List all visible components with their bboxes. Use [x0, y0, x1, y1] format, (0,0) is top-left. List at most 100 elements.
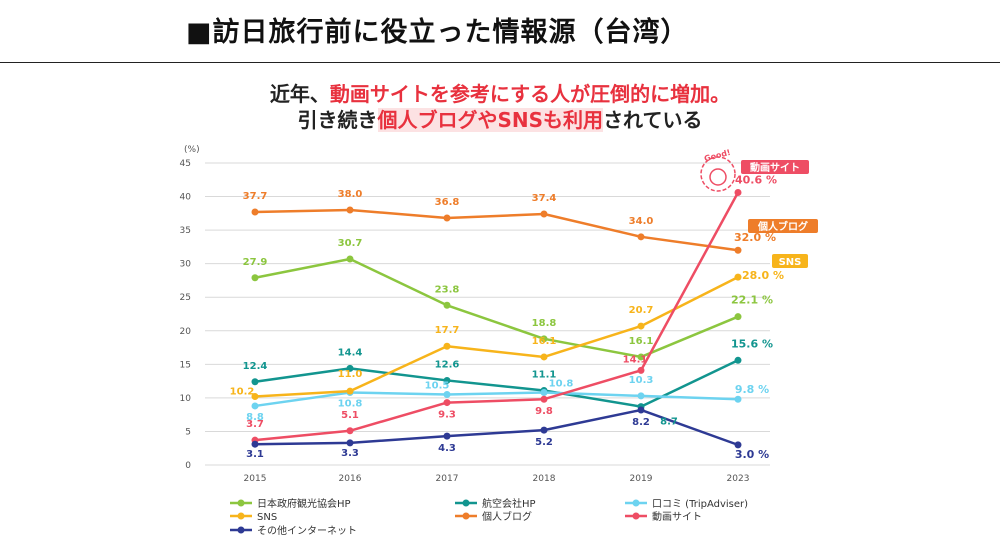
series-line: [254, 191, 740, 442]
data-label: 10.2: [230, 387, 255, 398]
data-point: [540, 353, 548, 361]
legend-label: 日本政府観光協会HP: [257, 497, 351, 510]
data-label: 22.1 %: [731, 294, 773, 307]
series-line: [254, 408, 739, 447]
data-label: 20.7: [629, 305, 654, 316]
data-point: [540, 335, 548, 343]
y-axis-unit-label: (%): [184, 145, 200, 155]
data-point: [346, 255, 354, 263]
data-point: [251, 274, 259, 282]
data-point: [637, 353, 645, 361]
good-badge-outline: [700, 156, 736, 192]
legend-marker: [462, 512, 470, 520]
data-point: [540, 426, 548, 434]
data-point: [637, 406, 645, 414]
data-point: [346, 206, 354, 214]
data-point: [734, 356, 742, 364]
data-label: 16.1: [629, 336, 654, 347]
legend-label: SNS: [257, 512, 277, 523]
data-point: [734, 189, 742, 197]
series-tag: SNS: [772, 254, 808, 268]
data-point: [251, 378, 259, 386]
data-label: 3.0 %: [735, 448, 769, 461]
x-tick-label: 2019: [630, 474, 653, 484]
data-point: [346, 439, 354, 447]
data-label: 40.6 %: [735, 174, 777, 187]
data-label: 23.8: [435, 284, 460, 295]
series-tag: 個人ブログ: [748, 219, 818, 233]
series-line: [254, 257, 739, 359]
data-point: [637, 322, 645, 330]
data-label: 8.8: [246, 412, 264, 423]
data-label: 9.8 %: [735, 383, 769, 396]
data-point: [346, 427, 354, 435]
good-badge-swirl: [709, 168, 727, 186]
series-line: [254, 208, 739, 252]
data-label: 8.7: [660, 417, 678, 428]
legend-marker: [237, 499, 245, 507]
data-label: 10.5: [425, 381, 450, 392]
data-label: 5.2: [535, 437, 553, 448]
subtitle-line-1-emphasis: 動画サイトを参考にする人が圧倒的に増加。: [329, 82, 731, 106]
data-point: [443, 399, 451, 407]
data-label: 37.4: [532, 193, 557, 204]
y-tick-label: 30: [180, 260, 192, 270]
data-label: 3.7: [246, 419, 264, 430]
y-tick-label: 35: [180, 226, 191, 236]
data-label: 28.0 %: [742, 269, 784, 282]
data-label: 9.3: [438, 410, 456, 421]
data-point: [443, 432, 451, 440]
subtitle-line-1: 近年、動画サイトを参考にする人が圧倒的に増加。: [0, 78, 1000, 107]
data-point: [734, 273, 742, 281]
y-tick-label: 25: [180, 293, 191, 303]
data-label: 32.0 %: [734, 231, 776, 244]
legend-label: 口コミ (TripAdviser): [652, 499, 748, 510]
y-tick-label: 15: [180, 360, 191, 370]
series-tag-label: 動画サイト: [750, 161, 800, 174]
subtitle-line-2-suffix: されている: [603, 108, 703, 132]
legend-marker: [462, 499, 470, 507]
data-label: 18.8: [532, 318, 557, 329]
x-tick-label: 2018: [533, 474, 556, 484]
data-point: [251, 402, 259, 410]
data-point: [734, 395, 742, 403]
data-label: 5.1: [341, 410, 359, 421]
data-label: 11.0: [338, 369, 363, 380]
x-tick-label: 2015: [244, 474, 267, 484]
legend-label: その他インターネット: [257, 524, 357, 537]
series-tag-background: [748, 219, 818, 233]
data-label: 8.2: [632, 417, 650, 428]
y-tick-label: 0: [185, 461, 191, 471]
data-label: 10.3: [629, 375, 654, 386]
data-label: 9.8: [535, 406, 553, 417]
data-label: 30.7: [338, 238, 363, 249]
legend-marker: [632, 512, 640, 520]
data-label: 3.1: [246, 449, 264, 460]
data-point: [443, 376, 451, 384]
data-label: 27.9: [243, 257, 268, 268]
series-tag-background: [772, 254, 808, 268]
data-point: [637, 366, 645, 374]
legend-marker: [632, 499, 640, 507]
series-line: [254, 391, 739, 408]
data-label: 10.8: [338, 399, 363, 410]
legend-label: 航空会社HP: [482, 497, 536, 510]
data-point: [540, 389, 548, 397]
page-title: ■訪日旅行前に役立った情報源（台湾）: [186, 17, 689, 48]
data-point: [540, 210, 548, 218]
data-point: [443, 301, 451, 309]
data-point: [540, 395, 548, 403]
data-point: [251, 208, 259, 216]
data-label: 36.8: [435, 197, 460, 208]
data-label: 3.3: [341, 448, 359, 459]
data-label: 4.3: [438, 443, 456, 454]
data-label: 10.8: [549, 379, 574, 390]
subtitle-line-1-prefix: 近年、: [269, 82, 330, 106]
y-tick-label: 45: [180, 159, 191, 169]
legend-label: 個人ブログ: [482, 510, 532, 523]
y-tick-label: 20: [180, 327, 192, 337]
data-point: [734, 441, 742, 449]
data-label: 17.7: [435, 325, 460, 336]
good-badge-text: Good!: [703, 148, 731, 164]
series-line: [254, 275, 739, 398]
